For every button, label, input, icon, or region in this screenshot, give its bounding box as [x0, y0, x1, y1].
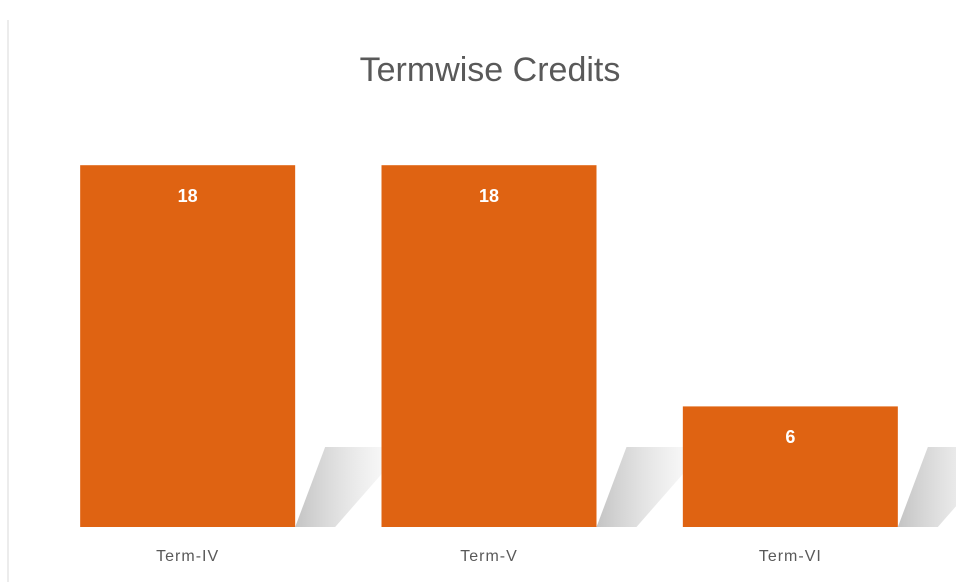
bar-shadow — [596, 447, 707, 527]
chart-title: Termwise Credits — [360, 51, 621, 89]
value-label: 18 — [479, 186, 499, 206]
bar-shadow — [897, 447, 956, 527]
bar-shadow — [295, 447, 406, 527]
bar — [682, 406, 898, 527]
value-label: 6 — [785, 427, 795, 447]
bar — [381, 165, 597, 527]
x-tick-label: Term-V — [460, 548, 518, 565]
x-tick-label: Term-VI — [759, 548, 822, 565]
value-label: 18 — [178, 186, 198, 206]
bar — [80, 165, 296, 527]
x-tick-label: Term-IV — [156, 548, 219, 565]
